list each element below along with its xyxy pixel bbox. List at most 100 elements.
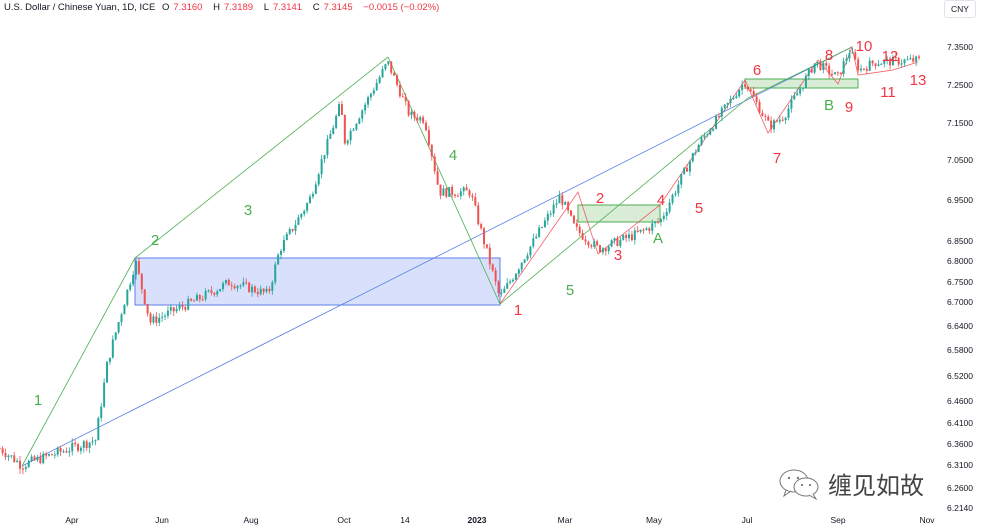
candle-body	[193, 300, 196, 302]
candle	[123, 304, 126, 315]
y-axis-tick: 6.8500	[947, 236, 973, 246]
candle-body	[375, 82, 378, 91]
candle	[155, 312, 158, 327]
candle-body	[10, 455, 13, 457]
candle	[62, 449, 65, 454]
candle-body	[836, 72, 839, 74]
wave-label: 8	[825, 47, 833, 64]
candle	[36, 455, 39, 462]
candle-body	[512, 279, 515, 282]
candle	[367, 95, 370, 108]
candle	[709, 127, 712, 136]
candle	[85, 439, 88, 451]
candle	[665, 208, 668, 221]
candle	[738, 89, 741, 98]
candle-body	[425, 122, 428, 131]
candle-body	[401, 96, 404, 98]
candle-body	[256, 292, 259, 295]
candle-body	[114, 332, 117, 340]
candle-body	[398, 84, 401, 97]
candle	[836, 71, 839, 77]
candle-body	[523, 259, 526, 263]
candle	[889, 56, 892, 70]
candle	[59, 445, 62, 457]
x-axis-tick: Sep	[830, 515, 845, 525]
candle-body	[378, 77, 381, 83]
low-value: 7.3141	[272, 2, 303, 13]
candle-body	[45, 453, 48, 456]
candle-body	[775, 120, 778, 122]
candle-body	[85, 441, 88, 449]
candle-body	[169, 307, 172, 311]
candle-body	[506, 282, 509, 289]
candle-body	[355, 123, 358, 130]
candle-body	[120, 314, 123, 323]
candle-body	[71, 442, 74, 452]
candle	[570, 210, 573, 217]
candle-body	[717, 116, 720, 118]
candle-body	[79, 447, 82, 451]
candle-body	[393, 72, 396, 76]
candle-body	[636, 230, 639, 232]
candle-body	[720, 107, 723, 117]
candle-body	[604, 248, 607, 252]
candle-body	[97, 417, 100, 441]
candle	[24, 464, 27, 472]
candle-body	[430, 144, 433, 157]
candle	[271, 280, 274, 295]
candle-body	[723, 104, 726, 108]
candle	[549, 210, 552, 217]
candle-body	[500, 292, 503, 294]
candle-body	[906, 59, 909, 61]
candle-body	[59, 447, 62, 452]
candle-body	[68, 451, 71, 453]
candle	[369, 92, 372, 101]
candle-body	[291, 228, 294, 231]
candle	[694, 149, 697, 156]
candle	[27, 459, 30, 469]
candle-body	[477, 205, 480, 225]
candle	[607, 244, 610, 255]
candle-body	[703, 135, 706, 138]
candle-body	[793, 95, 796, 100]
candle-body	[36, 456, 39, 461]
candle-body	[706, 134, 709, 136]
y-axis-tick: 6.3600	[947, 439, 973, 449]
candle-body	[668, 202, 671, 212]
x-axis-tick: Mar	[558, 515, 573, 525]
candle	[807, 68, 810, 81]
candle-body	[909, 58, 912, 60]
candle-body	[326, 138, 329, 156]
candle	[224, 279, 227, 286]
candle	[413, 110, 416, 122]
candle	[488, 243, 491, 270]
candle	[442, 185, 445, 196]
candle-body	[143, 289, 146, 305]
candle	[715, 114, 718, 130]
candle	[355, 123, 358, 132]
candle	[526, 252, 529, 261]
candle-body	[755, 96, 758, 102]
candle-body	[7, 455, 10, 458]
candle	[703, 132, 706, 140]
wave-label: 2	[151, 232, 159, 249]
candle	[874, 63, 877, 70]
candle	[613, 237, 616, 245]
candle	[53, 451, 56, 459]
candle	[871, 60, 874, 67]
candle	[419, 115, 422, 124]
candle	[512, 277, 515, 283]
candle	[401, 92, 404, 98]
candle-body	[210, 290, 213, 293]
currency-button[interactable]: CNY	[944, 0, 976, 18]
candle-body	[561, 195, 564, 205]
candle-body	[839, 72, 842, 74]
candle-body	[164, 315, 167, 317]
candle	[778, 115, 781, 125]
candle-body	[532, 238, 535, 247]
consolidation-box	[577, 204, 661, 223]
candle	[335, 114, 338, 130]
candle	[7, 454, 10, 461]
candle-body	[436, 171, 439, 185]
